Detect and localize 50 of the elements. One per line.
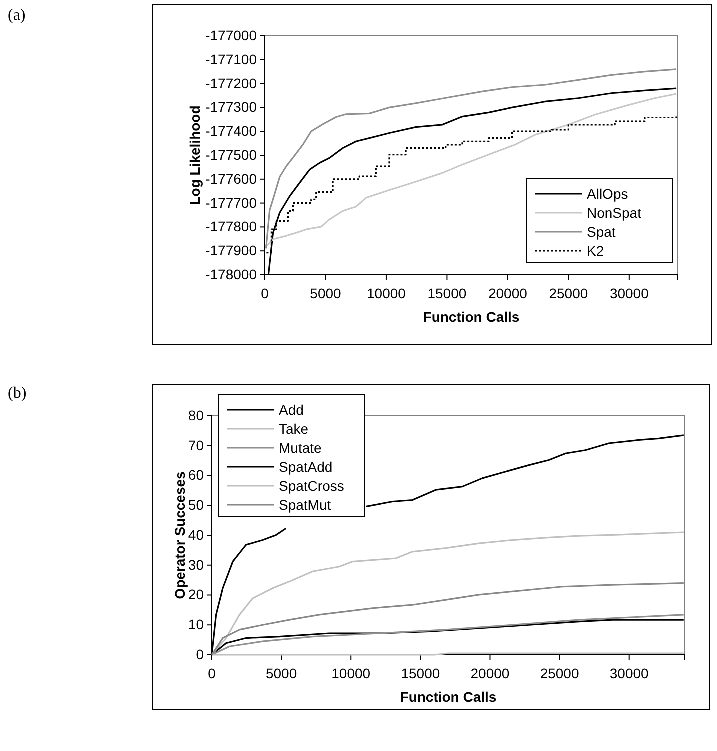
y-tick-label: 60 xyxy=(188,467,204,484)
x-tick-label: 20000 xyxy=(488,285,528,302)
legend-label: K2 xyxy=(587,243,604,259)
y-axis-title: Log Likelihood xyxy=(187,106,203,206)
legend-label: Spat xyxy=(587,224,616,240)
y-tick-label: 20 xyxy=(188,586,204,603)
y-tick-label: -177700 xyxy=(206,194,258,211)
y-tick-label: -177200 xyxy=(206,75,258,92)
x-axis-title: Function Calls xyxy=(423,309,520,325)
x-tick-label: 0 xyxy=(261,285,270,302)
y-tick-label: -177500 xyxy=(206,146,258,163)
x-tick-label: 30000 xyxy=(610,285,650,302)
y-tick-label: -177000 xyxy=(206,27,258,44)
y-axis-title: Operator Succeses xyxy=(172,471,188,600)
y-tick-label: -177900 xyxy=(206,242,258,259)
y-tick-label: 40 xyxy=(188,526,204,543)
legend-label: SpatMut xyxy=(279,497,332,513)
y-tick-label: -177800 xyxy=(206,218,258,235)
y-tick-label: -177300 xyxy=(206,99,258,116)
legend-label: NonSpat xyxy=(587,205,642,221)
legend-label: Take xyxy=(279,421,309,437)
line-series xyxy=(268,88,678,276)
x-tick-label: 10000 xyxy=(332,665,371,682)
y-tick-label: -177600 xyxy=(206,170,258,187)
y-tick-label: 50 xyxy=(188,497,204,514)
x-tick-label: 5000 xyxy=(310,285,342,302)
x-tick-label: 25000 xyxy=(540,665,580,682)
legend-label: Add xyxy=(279,402,304,418)
x-tick-label: 25000 xyxy=(549,285,588,302)
x-tick-label: 30000 xyxy=(610,665,650,682)
y-tick-label: 80 xyxy=(188,407,204,424)
x-tick-label: 5000 xyxy=(266,665,298,682)
y-tick-label: -177100 xyxy=(206,51,258,68)
text: (a) xyxy=(8,7,26,24)
legend-label: SpatAdd xyxy=(279,459,333,475)
y-tick-label: 70 xyxy=(188,437,204,454)
legend-label: Mutate xyxy=(279,440,322,456)
y-tick-label: 0 xyxy=(196,646,204,662)
x-tick-label: 15000 xyxy=(401,665,440,682)
y-tick-label: -178000 xyxy=(206,266,258,282)
x-tick-label: 15000 xyxy=(428,285,467,302)
x-tick-label: 10000 xyxy=(367,285,406,302)
x-tick-label: 20000 xyxy=(470,665,510,682)
x-axis-title: Function Calls xyxy=(400,689,497,705)
y-tick-label: -177400 xyxy=(206,123,258,140)
text: (b) xyxy=(8,385,27,402)
legend-label: AllOps xyxy=(587,186,628,202)
y-tick-label: 30 xyxy=(188,556,204,573)
y-tick-label: 10 xyxy=(188,616,204,633)
legend-label: SpatCross xyxy=(279,478,344,494)
